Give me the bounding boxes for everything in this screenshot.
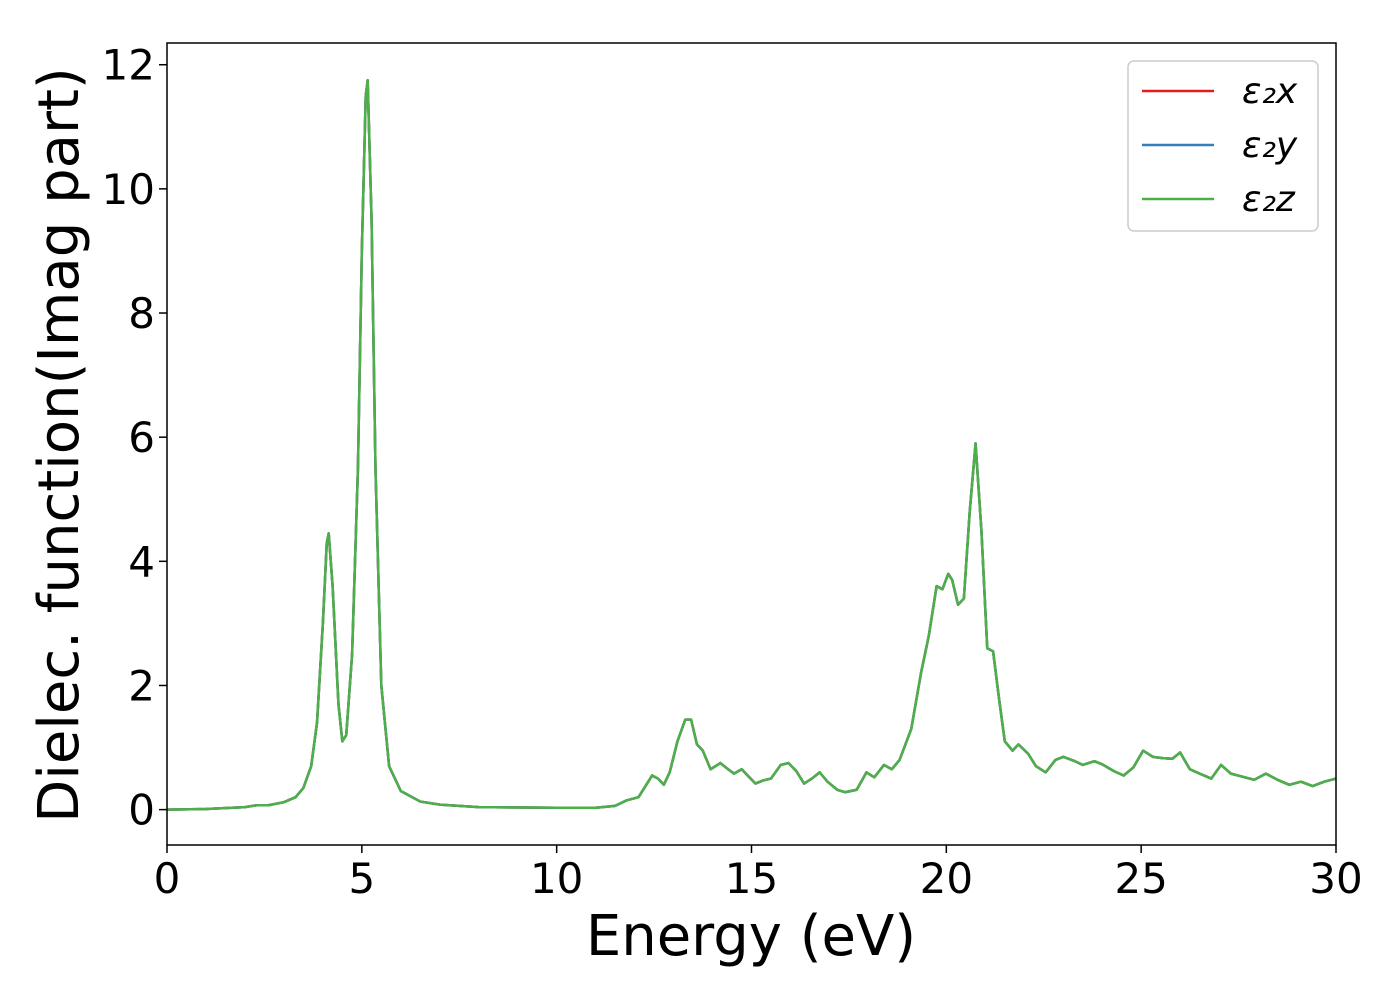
x-tick-label: 20: [920, 854, 973, 903]
x-tick-label: 30: [1309, 854, 1362, 903]
legend-label: ε₂y: [1242, 125, 1298, 166]
legend-box: [1127, 60, 1319, 232]
y-tick-label: 12: [102, 41, 155, 90]
y-axis-label: Dielec. function(Imag part): [27, 67, 92, 823]
x-tick-label: 10: [530, 854, 583, 903]
x-tick-label: 5: [348, 854, 375, 903]
x-tick-label: 15: [725, 854, 778, 903]
legend-label: ε₂z: [1242, 179, 1296, 220]
plot-frame: [166, 42, 1337, 846]
x-axis-label: Energy (eV): [586, 904, 916, 969]
y-tick-label: 0: [128, 786, 155, 835]
legend-label: ε₂x: [1242, 71, 1298, 112]
y-tick-label: 10: [102, 165, 155, 214]
y-tick-label: 4: [128, 537, 155, 586]
x-tick-label: 25: [1114, 854, 1167, 903]
y-tick-label: 2: [128, 661, 155, 710]
y-tick-label: 6: [128, 413, 155, 462]
x-tick-label: 0: [154, 854, 181, 903]
series-line: [166, 78, 1337, 811]
y-tick-label: 8: [128, 289, 155, 338]
